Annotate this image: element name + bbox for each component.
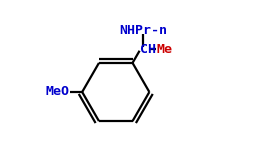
Text: MeO: MeO: [46, 86, 70, 98]
Text: Me: Me: [157, 43, 173, 56]
Text: NHPr-n: NHPr-n: [119, 24, 167, 37]
Text: CH: CH: [140, 43, 156, 56]
